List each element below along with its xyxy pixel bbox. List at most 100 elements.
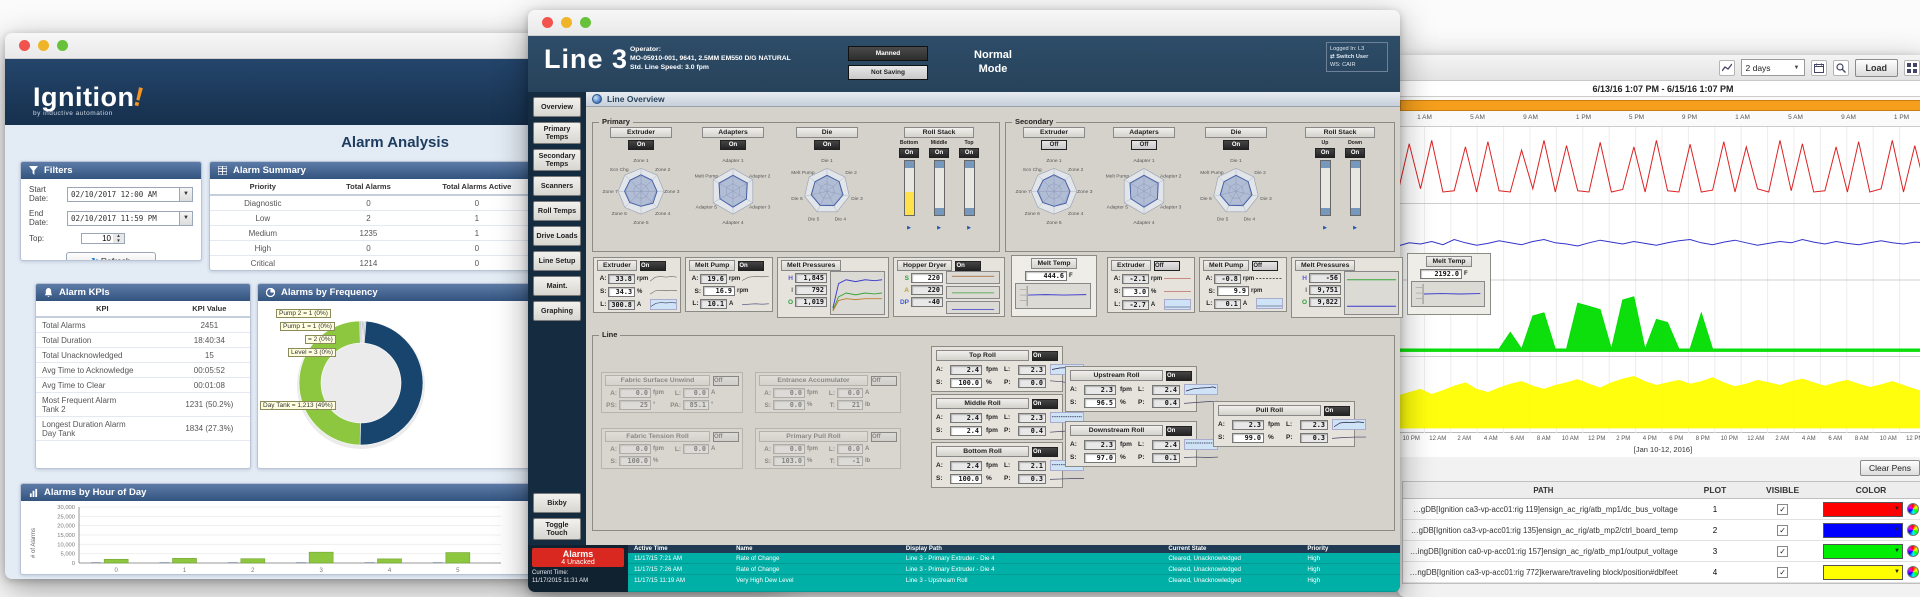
panel-title-button[interactable]: Extruder — [597, 260, 637, 271]
visible-checkbox[interactable]: ✓ — [1777, 566, 1789, 578]
pen-row[interactable]: HistorianReportingDB[Ignition ca3-vp-acc… — [1403, 499, 1920, 520]
pen-color-swatch[interactable] — [1822, 564, 1903, 580]
tab-graphing[interactable]: Graphing — [533, 301, 581, 321]
panel-title-button[interactable]: Melt Pump — [1203, 260, 1250, 271]
secondary-extruder-power-toggle[interactable]: Off — [1041, 140, 1067, 150]
end-date-dropdown-icon[interactable]: ▼ — [179, 210, 193, 226]
power-toggle[interactable]: On — [1324, 405, 1350, 416]
secondary-roll-stack-label[interactable]: Roll Stack — [1305, 127, 1375, 138]
power-toggle[interactable]: Off — [1252, 260, 1279, 271]
panel-title-button[interactable]: Downstream Roll — [1070, 425, 1163, 436]
power-toggle[interactable]: Off — [713, 431, 739, 442]
power-toggle[interactable]: On — [1032, 446, 1058, 457]
zoom-icon[interactable] — [57, 40, 68, 51]
power-toggle[interactable]: On — [955, 260, 982, 271]
secondary-adapters-label[interactable]: Adapters — [1113, 127, 1175, 138]
pen-color-swatch[interactable] — [1822, 501, 1903, 517]
power-toggle[interactable]: On — [1032, 350, 1058, 361]
panel-title-button[interactable]: Bottom Roll — [936, 446, 1029, 457]
secondary-die-power-toggle[interactable]: On — [1223, 140, 1249, 150]
panel-title-button[interactable]: Melt Pressures — [781, 260, 842, 271]
time-range-select[interactable]: 2 days ▼ — [1740, 59, 1805, 76]
pen-color-swatch[interactable] — [1822, 522, 1903, 538]
panel-title-button[interactable]: Fabric Tension Roll — [605, 431, 710, 442]
pen-color-swatch[interactable] — [1822, 543, 1903, 559]
window-titlebar[interactable] — [528, 10, 1400, 36]
panel-title-button[interactable]: Melt Temp — [1426, 256, 1472, 267]
alarm-row[interactable]: 11/17/15 11:19 AM Very High Dew Level Line… — [628, 575, 1400, 592]
close-icon[interactable] — [19, 40, 30, 51]
power-toggle[interactable]: On — [738, 260, 765, 271]
visible-checkbox[interactable]: ✓ — [1777, 545, 1789, 557]
power-toggle[interactable]: On — [1166, 370, 1192, 381]
color-wheel-icon[interactable] — [1906, 524, 1919, 536]
top-count-input[interactable] — [82, 234, 113, 243]
power-toggle[interactable]: Off — [1153, 260, 1180, 271]
tab-drive-loads[interactable]: Drive Loads — [533, 226, 581, 246]
power-toggle[interactable]: Off — [871, 431, 897, 442]
end-date-input[interactable] — [67, 210, 179, 226]
primary-extruder-label[interactable]: Extruder — [610, 127, 672, 138]
primary-die-label[interactable]: Die — [796, 127, 858, 138]
grid-menu-icon[interactable] — [1904, 59, 1920, 76]
primary-adapters-label[interactable]: Adapters — [702, 127, 764, 138]
roll-stack-gauge[interactable] — [1349, 160, 1361, 216]
visible-checkbox[interactable]: ✓ — [1777, 524, 1789, 536]
secondary-extruder-label[interactable]: Extruder — [1023, 127, 1085, 138]
panel-title-button[interactable]: Extruder — [1111, 260, 1151, 271]
alarms-badge[interactable]: Alarms 4 Unacked — [532, 548, 624, 567]
start-date-input[interactable] — [67, 186, 179, 202]
tab-primary-temps[interactable]: Primary Temps — [533, 122, 581, 144]
power-toggle[interactable]: On — [639, 260, 666, 271]
close-icon[interactable] — [542, 17, 553, 28]
roll-stack-bottom-toggle[interactable]: On — [899, 148, 919, 158]
primary-die-power-toggle[interactable]: On — [814, 140, 840, 150]
not-saving-button[interactable]: Not Saving — [848, 65, 928, 80]
timeline-selection-bar[interactable] — [1400, 100, 1920, 111]
roll-stack-gauge[interactable] — [1319, 160, 1331, 216]
calendar-icon[interactable] — [1810, 59, 1827, 76]
minimize-icon[interactable] — [38, 40, 49, 51]
panel-title-button[interactable]: Melt Temp — [1031, 258, 1077, 269]
tab-roll-temps[interactable]: Roll Temps — [533, 201, 581, 221]
color-wheel-icon[interactable] — [1906, 545, 1919, 557]
panel-title-button[interactable]: Upstream Roll — [1070, 370, 1163, 381]
chart-pen-icon[interactable] — [1718, 59, 1735, 76]
panel-title-button[interactable]: Primary Pull Roll — [759, 431, 868, 442]
tab-overview[interactable]: Overview — [533, 97, 581, 117]
manned-button[interactable]: Manned — [848, 46, 928, 61]
panel-title-button[interactable]: Fabric Surface Unwind — [605, 375, 710, 386]
panel-title-button[interactable]: Top Roll — [936, 350, 1029, 361]
tab-scanners[interactable]: Scanners — [533, 176, 581, 196]
roll-stack-top-toggle[interactable]: On — [959, 148, 979, 158]
roll-stack-down-toggle[interactable]: On — [1345, 148, 1365, 158]
pen-row[interactable]: HistorianReportingDB[Ignition ca3-vp-acc… — [1403, 562, 1920, 583]
clear-pens-button[interactable]: Clear Pens — [1859, 460, 1920, 476]
minimize-icon[interactable] — [561, 17, 572, 28]
zoom-magnifier-icon[interactable] — [1832, 59, 1849, 76]
power-toggle[interactable]: Off — [713, 375, 739, 386]
tab-maint[interactable]: Maint. — [533, 276, 581, 296]
roll-stack-gauge[interactable] — [963, 160, 975, 216]
primary-extruder-power-toggle[interactable]: On — [628, 140, 654, 150]
panel-title-button[interactable]: Pull Roll — [1218, 405, 1321, 416]
tab-secondary-temps[interactable]: Secondary Temps — [533, 149, 581, 171]
color-wheel-icon[interactable] — [1906, 503, 1919, 515]
power-toggle[interactable]: On — [1032, 398, 1058, 409]
power-toggle[interactable]: On — [1166, 425, 1192, 436]
alarm-row[interactable]: 11/17/15 7:26 AM Rate of Change Line 3 - P… — [628, 564, 1400, 575]
roll-stack-gauge[interactable] — [933, 160, 945, 216]
power-toggle[interactable]: Off — [871, 375, 897, 386]
primary-roll-stack-label[interactable]: Roll Stack — [904, 127, 974, 138]
visible-checkbox[interactable]: ✓ — [1777, 503, 1789, 515]
secondary-die-label[interactable]: Die — [1205, 127, 1267, 138]
roll-stack-middle-toggle[interactable]: On — [929, 148, 949, 158]
switch-user-link[interactable]: ⇄ Switch User — [1330, 54, 1369, 60]
toggle-touch-button[interactable]: Toggle Touch — [533, 518, 581, 540]
roll-stack-gauge[interactable] — [903, 160, 915, 216]
panel-title-button[interactable]: Entrance Accumulator — [759, 375, 868, 386]
panel-title-button[interactable]: Melt Pump — [689, 260, 736, 271]
pen-row[interactable]: HistorianReportingDB[Ignition ca3-vp-acc… — [1403, 520, 1920, 541]
color-wheel-icon[interactable] — [1906, 566, 1919, 578]
top-count-stepper[interactable]: ▲▼ — [81, 233, 125, 244]
